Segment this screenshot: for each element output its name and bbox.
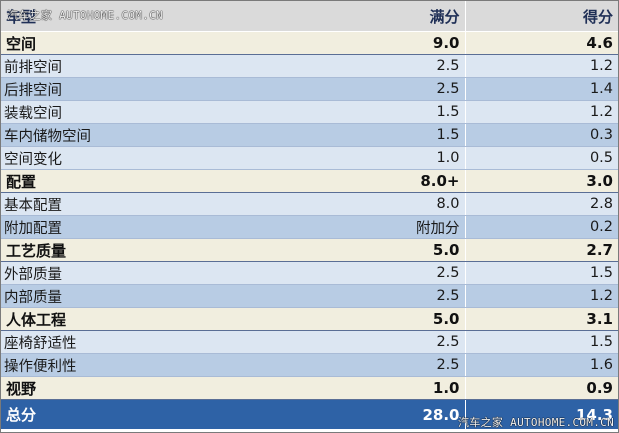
total-label: 总分 xyxy=(1,399,374,429)
row-label: 人体工程 xyxy=(1,307,374,331)
row-label: 内部质量 xyxy=(1,284,374,308)
row-label: 空间 xyxy=(1,31,374,55)
table-row: 空间变化 1.0 0.5 xyxy=(1,146,618,170)
total-full-score: 28.0 xyxy=(374,399,465,429)
header-score: 得分 xyxy=(464,1,618,32)
table-row: 座椅舒适性 2.5 1.5 xyxy=(1,330,618,354)
row-full-score: 1.0 xyxy=(374,376,465,400)
row-full-score: 2.5 xyxy=(374,261,465,285)
table-row: 外部质量 2.5 1.5 xyxy=(1,261,618,285)
row-score: 1.2 xyxy=(464,284,618,308)
row-label: 操作便利性 xyxy=(1,353,374,377)
table-row: 前排空间 2.5 1.2 xyxy=(1,54,618,78)
row-score: 0.5 xyxy=(464,146,618,170)
row-label: 座椅舒适性 xyxy=(1,330,374,354)
row-score: 1.2 xyxy=(464,100,618,124)
total-score: 14.3 xyxy=(464,399,618,429)
row-label: 配置 xyxy=(1,169,374,193)
row-score: 1.4 xyxy=(464,77,618,101)
row-label: 外部质量 xyxy=(1,261,374,285)
row-label: 后排空间 xyxy=(1,77,374,101)
row-score: 0.3 xyxy=(464,123,618,147)
table-row: 内部质量 2.5 1.2 xyxy=(1,284,618,308)
row-full-score: 2.5 xyxy=(374,77,465,101)
row-full-score: 2.5 xyxy=(374,330,465,354)
row-score: 1.6 xyxy=(464,353,618,377)
row-score: 4.6 xyxy=(464,31,618,55)
row-label: 工艺质量 xyxy=(1,238,374,262)
table-row: 车内储物空间 1.5 0.3 xyxy=(1,123,618,147)
row-full-score: 1.5 xyxy=(374,100,465,124)
row-label: 附加配置 xyxy=(1,215,374,239)
header-item: 车型 xyxy=(1,1,374,32)
category-row: 空间 9.0 4.6 xyxy=(1,31,618,55)
category-row: 配置 8.0+ 3.0 xyxy=(1,169,618,193)
row-score: 3.1 xyxy=(464,307,618,331)
row-score: 3.0 xyxy=(464,169,618,193)
category-row: 视野 1.0 0.9 xyxy=(1,376,618,400)
category-row: 工艺质量 5.0 2.7 xyxy=(1,238,618,262)
row-score: 0.2 xyxy=(464,215,618,239)
table-row: 后排空间 2.5 1.4 xyxy=(1,77,618,101)
row-full-score: 8.0 xyxy=(374,192,465,216)
table-body: 空间 9.0 4.6 前排空间 2.5 1.2 后排空间 2.5 1.4 装载空间 1.5 1.2 车内… xyxy=(1,31,618,400)
row-label: 视野 xyxy=(1,376,374,400)
header-full-score: 满分 xyxy=(374,1,465,32)
row-full-score: 9.0 xyxy=(374,31,465,55)
row-full-score: 2.5 xyxy=(374,284,465,308)
table-row: 操作便利性 2.5 1.6 xyxy=(1,353,618,377)
row-full-score: 2.5 xyxy=(374,353,465,377)
row-full-score: 1.5 xyxy=(374,123,465,147)
category-row: 人体工程 5.0 3.1 xyxy=(1,307,618,331)
watermark-top: 汽车之家 AUTOHOME.COM.CN xyxy=(7,9,163,22)
row-score: 1.5 xyxy=(464,261,618,285)
row-full-score: 5.0 xyxy=(374,307,465,331)
row-full-score: 附加分 xyxy=(374,215,465,239)
row-label: 基本配置 xyxy=(1,192,374,216)
row-label: 车内储物空间 xyxy=(1,123,374,147)
row-label: 空间变化 xyxy=(1,146,374,170)
table-row: 附加配置 附加分 0.2 xyxy=(1,215,618,239)
row-full-score: 8.0+ xyxy=(374,169,465,193)
total-row: 总分 28.0 14.3 xyxy=(1,399,618,429)
row-score: 1.5 xyxy=(464,330,618,354)
table-row: 基本配置 8.0 2.8 xyxy=(1,192,618,216)
watermark-bottom: 汽车之家 AUTOHOME.COM.CN xyxy=(458,416,614,429)
row-score: 0.9 xyxy=(464,376,618,400)
table-header-row: 车型 满分 得分 xyxy=(1,1,618,32)
row-label: 装载空间 xyxy=(1,100,374,124)
row-full-score: 2.5 xyxy=(374,54,465,78)
row-full-score: 1.0 xyxy=(374,146,465,170)
row-label: 前排空间 xyxy=(1,54,374,78)
row-score: 2.8 xyxy=(464,192,618,216)
row-score: 1.2 xyxy=(464,54,618,78)
row-full-score: 5.0 xyxy=(374,238,465,262)
row-score: 2.7 xyxy=(464,238,618,262)
table-row: 装载空间 1.5 1.2 xyxy=(1,100,618,124)
